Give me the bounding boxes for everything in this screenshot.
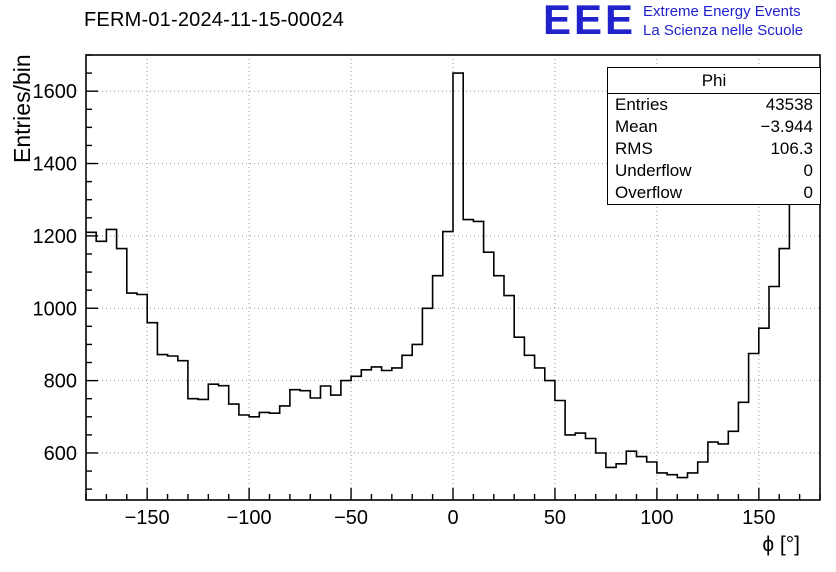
- stats-box: Phi Entries 43538 Mean −3.944 RMS 106.3 …: [607, 67, 821, 205]
- stats-row-mean: Mean −3.944: [608, 116, 820, 138]
- eee-logo-acronym: EEE: [543, 0, 637, 43]
- stat-label: RMS: [615, 139, 653, 158]
- y-tick-label: 1600: [33, 81, 78, 103]
- stats-row-rms: RMS 106.3: [608, 138, 820, 160]
- y-tick-label: 1000: [33, 298, 78, 320]
- stats-row-overflow: Overflow 0: [608, 182, 820, 204]
- stat-value: 106.3: [770, 139, 813, 158]
- eee-logo-line1: Extreme Energy Events: [643, 3, 801, 20]
- stat-value: 0: [803, 161, 813, 180]
- y-tick-label: 1400: [33, 154, 78, 176]
- x-tick-label: −100: [227, 507, 272, 529]
- stat-value: 43538: [765, 95, 813, 114]
- y-axis-label: Entries/bin: [9, 54, 35, 163]
- stat-value: 0: [803, 183, 813, 202]
- stats-box-title: Phi: [608, 68, 820, 94]
- x-tick-label: 50: [544, 507, 566, 529]
- y-tick-label: 1200: [33, 226, 78, 248]
- stat-label: Underflow: [615, 161, 692, 180]
- y-tick-label: 800: [44, 371, 77, 393]
- stats-row-entries: Entries 43538: [608, 94, 820, 116]
- eee-logo-line2: La Scienza nelle Scuole: [643, 21, 804, 39]
- stat-label: Entries: [615, 95, 668, 114]
- x-tick-label: 150: [742, 507, 775, 529]
- stats-row-underflow: Underflow 0: [608, 160, 820, 182]
- x-tick-label: 100: [640, 507, 673, 529]
- plot-frame: [85, 54, 821, 501]
- plot-title: FERM-01-2024-11-15-00024: [84, 9, 345, 31]
- stat-label: Mean: [615, 117, 658, 136]
- eee-logo: EEE Extreme Energy Events La Scienza nel…: [543, 0, 803, 41]
- x-axis-label: ϕ [°]: [762, 533, 800, 556]
- stat-label: Overflow: [615, 183, 683, 202]
- histogram-line: [86, 72, 820, 479]
- x-tick-label: −150: [125, 507, 170, 529]
- eee-logo-text: Extreme Energy Events La Scienza nelle S…: [643, 0, 803, 41]
- x-tick-label: 0: [447, 507, 458, 529]
- stat-value: −3.944: [760, 117, 813, 136]
- x-tick-label: −50: [334, 507, 368, 529]
- y-tick-label: 600: [44, 443, 77, 465]
